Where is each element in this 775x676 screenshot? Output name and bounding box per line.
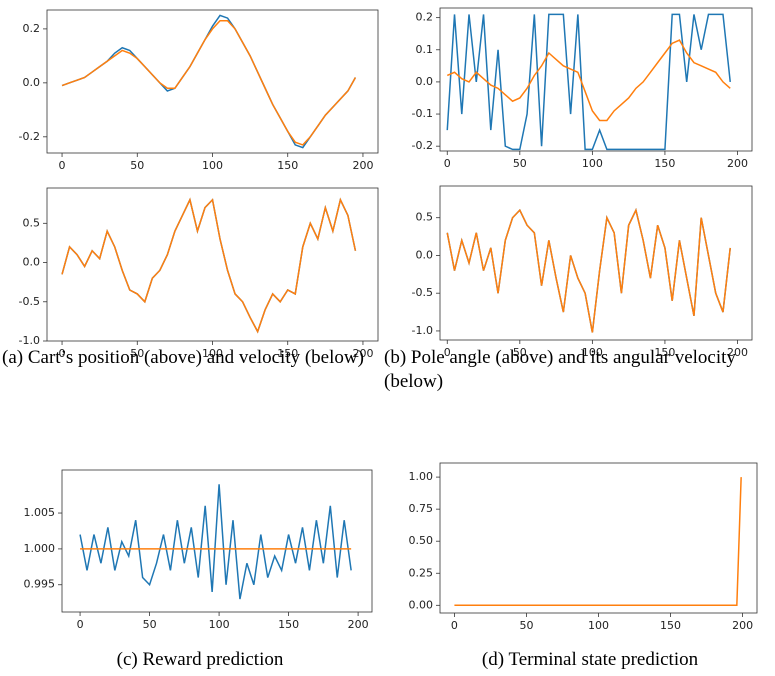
y-tick-label: 0.0 [23,256,41,269]
y-tick-label: -1.0 [412,324,433,337]
plot-frame [439,462,758,614]
y-tick-label: -0.1 [412,107,433,120]
plot-frame [61,469,373,613]
x-tick-label: 0 [59,159,66,172]
y-tick-label: 0.25 [409,566,434,579]
y-tick-label: -1.0 [19,334,40,347]
y-tick-label: 0.1 [416,43,434,56]
y-tick-label: -0.2 [19,130,40,143]
y-tick-label: 0.50 [409,534,434,547]
x-tick-label: 100 [582,346,603,359]
x-tick-label: 0 [451,619,458,632]
x-tick-label: 200 [727,346,748,359]
y-tick-label: 0.5 [23,216,41,229]
plot-frame [46,9,379,154]
x-tick-label: 0 [77,618,84,631]
x-tick-label: 100 [209,618,230,631]
x-tick-label: 100 [202,159,223,172]
plot-frame [439,7,753,152]
x-tick-label: 150 [277,159,298,172]
x-tick-label: 50 [513,346,527,359]
x-tick-label: 150 [660,619,681,632]
x-tick-label: 150 [277,347,298,360]
x-tick-label: 50 [130,347,144,360]
y-tick-label: 0.2 [23,22,41,35]
x-tick-label: 50 [519,619,533,632]
data-line [446,39,731,122]
plot-frame [439,185,753,341]
caption: (d) Terminal state prediction [481,649,699,670]
y-tick-label: -0.2 [412,139,433,152]
x-tick-label: 0 [444,346,451,359]
y-tick-label: 1.000 [24,542,56,555]
x-tick-label: 100 [582,157,603,170]
y-tick-label: 0.0 [416,75,434,88]
x-tick-label: 150 [278,618,299,631]
x-tick-label: 200 [352,347,373,360]
y-tick-label: 0.5 [416,211,434,224]
y-tick-label: 0.2 [416,11,434,24]
x-tick-label: 200 [348,618,369,631]
data-line [79,484,352,600]
x-tick-label: 50 [143,618,157,631]
data-line [446,13,731,151]
y-tick-label: 0.0 [416,248,434,261]
x-tick-label: 100 [202,347,223,360]
x-tick-label: 200 [727,157,748,170]
x-tick-label: 50 [130,159,144,172]
data-line [61,197,357,334]
caption: (c) Reward prediction [116,649,284,670]
x-tick-label: 150 [654,346,675,359]
x-tick-label: 100 [588,619,609,632]
data-line [61,197,357,334]
x-tick-label: 0 [59,347,66,360]
caption: (a) Cart’s position (above) and velocity… [2,347,364,368]
y-tick-label: -0.5 [19,295,40,308]
data-line [61,14,357,149]
data-line [61,20,357,146]
y-tick-label: 0.00 [409,598,434,611]
x-tick-label: 200 [352,159,373,172]
y-tick-label: 0.75 [409,502,434,515]
x-tick-label: 200 [732,619,753,632]
y-tick-label: 0.995 [24,578,56,591]
data-line [454,477,742,607]
x-tick-label: 150 [654,157,675,170]
caption: (b) Pole angle (above) and its angular v… [384,347,736,392]
y-tick-label: 0.0 [23,76,41,89]
y-tick-label: 1.00 [409,470,434,483]
data-line [446,207,731,333]
plot-frame [46,187,379,342]
y-tick-label: 1.005 [24,506,56,519]
x-tick-label: 50 [513,157,527,170]
y-tick-label: -0.5 [412,286,433,299]
x-tick-label: 0 [444,157,451,170]
